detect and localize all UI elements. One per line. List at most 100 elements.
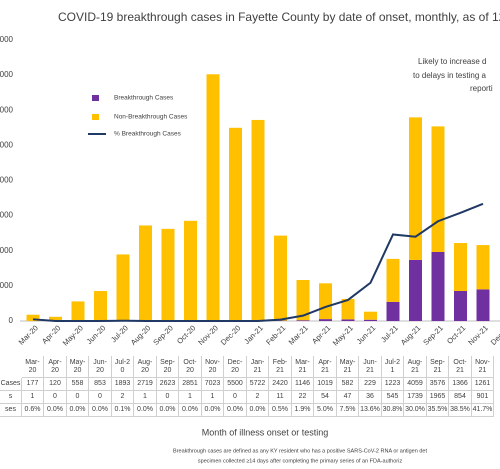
table-cell: 38.5% [449,404,472,417]
column-header-text: Aug-21 [407,358,423,374]
table-cell: 41.7% [471,404,495,417]
table-cell-text: 1366 [452,380,468,387]
table-cell-text: 0 [165,393,170,400]
x-tick-label: Sep-20 [151,323,174,346]
legend-label: % Breakthrough Cases [114,131,182,138]
table-cell: 1739 [404,391,427,404]
column-header: Oct-21 [449,356,472,378]
x-tick-label: Jan-21 [242,323,265,346]
table-cell: 7023 [201,378,225,391]
table-cell-text: 1965 [429,393,446,400]
table-cell-text: 54 [321,393,329,400]
bar-segment [386,301,400,321]
column-header: Aug-20 [134,356,157,378]
table-cell: 0.0% [89,404,112,417]
table-cell: 0.0% [44,404,67,417]
line-series [32,202,484,322]
column-header: Mar-20 [21,356,45,378]
table-cell-text: 0.0% [249,406,266,413]
column-header: Feb-21 [269,356,292,378]
bar-segment [454,291,467,321]
table-cell: 30.0% [404,404,427,417]
table-cell-text: 1.9% [294,406,311,413]
annotation: reporti [470,84,493,93]
table-cell-text: 30.0% [405,406,425,413]
annotation: to delays in testing a [413,71,486,80]
table-cell-text: 0.0% [159,406,176,413]
table-cell-text: 1 [143,393,147,400]
table-cell-text: 1223 [384,380,401,387]
table-cell-text: 11 [276,393,284,400]
column-header-text: Sep-21 [430,358,445,374]
bar-segment [251,119,265,321]
x-tick-label: Dec-20 [219,323,242,346]
x-tick-label: Aug-21 [399,323,422,346]
table-cell-text: 36 [366,393,374,400]
x-tick-label: Sep-21 [421,323,444,346]
table-cell-text: 0 [53,393,57,400]
x-tick-label: Nov-20 [196,323,219,346]
table-cell-text: 0.0% [137,406,153,413]
table-cell: 36 [359,391,382,404]
table-cell: 901 [471,391,495,404]
table-cell-text: 120 [49,380,61,387]
table-cell: 5.0% [314,404,337,417]
annotation: Likely to increase d [418,57,486,66]
table-cell: 2851 [179,378,202,391]
table-cell: 0.5% [269,404,292,417]
bar-segment [476,245,490,290]
bar-segment [206,74,220,321]
table-cell: 0 [66,391,90,404]
bar-segment [71,301,85,321]
column-header: Mar-21 [291,356,315,378]
x-tick-label: Jun-21 [355,323,378,346]
bar-segment [409,117,422,260]
bar-segment [229,127,242,321]
table-cell-text: 38.5% [450,406,470,413]
table-cell: 229 [359,378,382,391]
table-cell-text: 0.0% [227,406,243,413]
table-cell-text: 1261 [474,380,491,387]
column-header-text: Jun-20 [93,358,107,374]
y-tick-label: 4000 [0,176,14,185]
table-cell-text: 0 [75,393,80,400]
bar-segment [161,228,175,321]
table-cell: 1965 [426,391,450,404]
bar-segment [26,314,40,321]
table-cell: 35.5% [426,404,450,417]
legend-label: Non-Breakthrough Cases [114,114,188,121]
x-tick-label: May-21 [331,323,355,347]
y-tick-label: 8000 [0,35,14,44]
column-header-text: Mar-20 [25,358,40,374]
table-cell-text: 4059 [407,380,423,387]
column-header-text: Apr-20 [48,358,62,374]
y-tick-label: 1000 [0,281,14,290]
table-cell: 1146 [291,378,315,391]
table-cell-text: 2 [120,393,125,400]
table-cell-text: 3576 [429,380,446,387]
table-cell: 0.0% [156,404,180,417]
x-tick-label: Feb-21 [264,323,287,346]
table-cell-text: 2420 [272,380,288,387]
bar-segment [319,319,332,321]
table-cell-text: 0.1% [114,406,131,413]
column-header: Jan-21 [246,356,270,378]
table-cell: 22 [291,391,315,404]
column-header-text: Jul-20 [114,358,131,374]
table-cell-text: 41.7% [472,406,493,413]
bar-segment [341,319,355,321]
table-cell-text: 582 [341,380,354,387]
column-header-text: Apr-21 [318,358,332,374]
row-label-text: s [8,393,13,400]
column-header: May-20 [66,356,90,378]
table-cell-text: 2 [255,393,260,400]
table-cell: 582 [336,378,360,391]
table-cell-text: 2851 [182,380,198,387]
column-header-text: Jan-21 [250,358,265,374]
table-cell-text: 0 [98,393,102,400]
table-cell-text: 22 [298,393,307,400]
table-cell-text: 13.6% [360,406,380,413]
table-cell: 13.6% [359,404,382,417]
column-header-text: Sep-20 [160,358,175,374]
y-tick-label: 6000 [0,105,14,114]
